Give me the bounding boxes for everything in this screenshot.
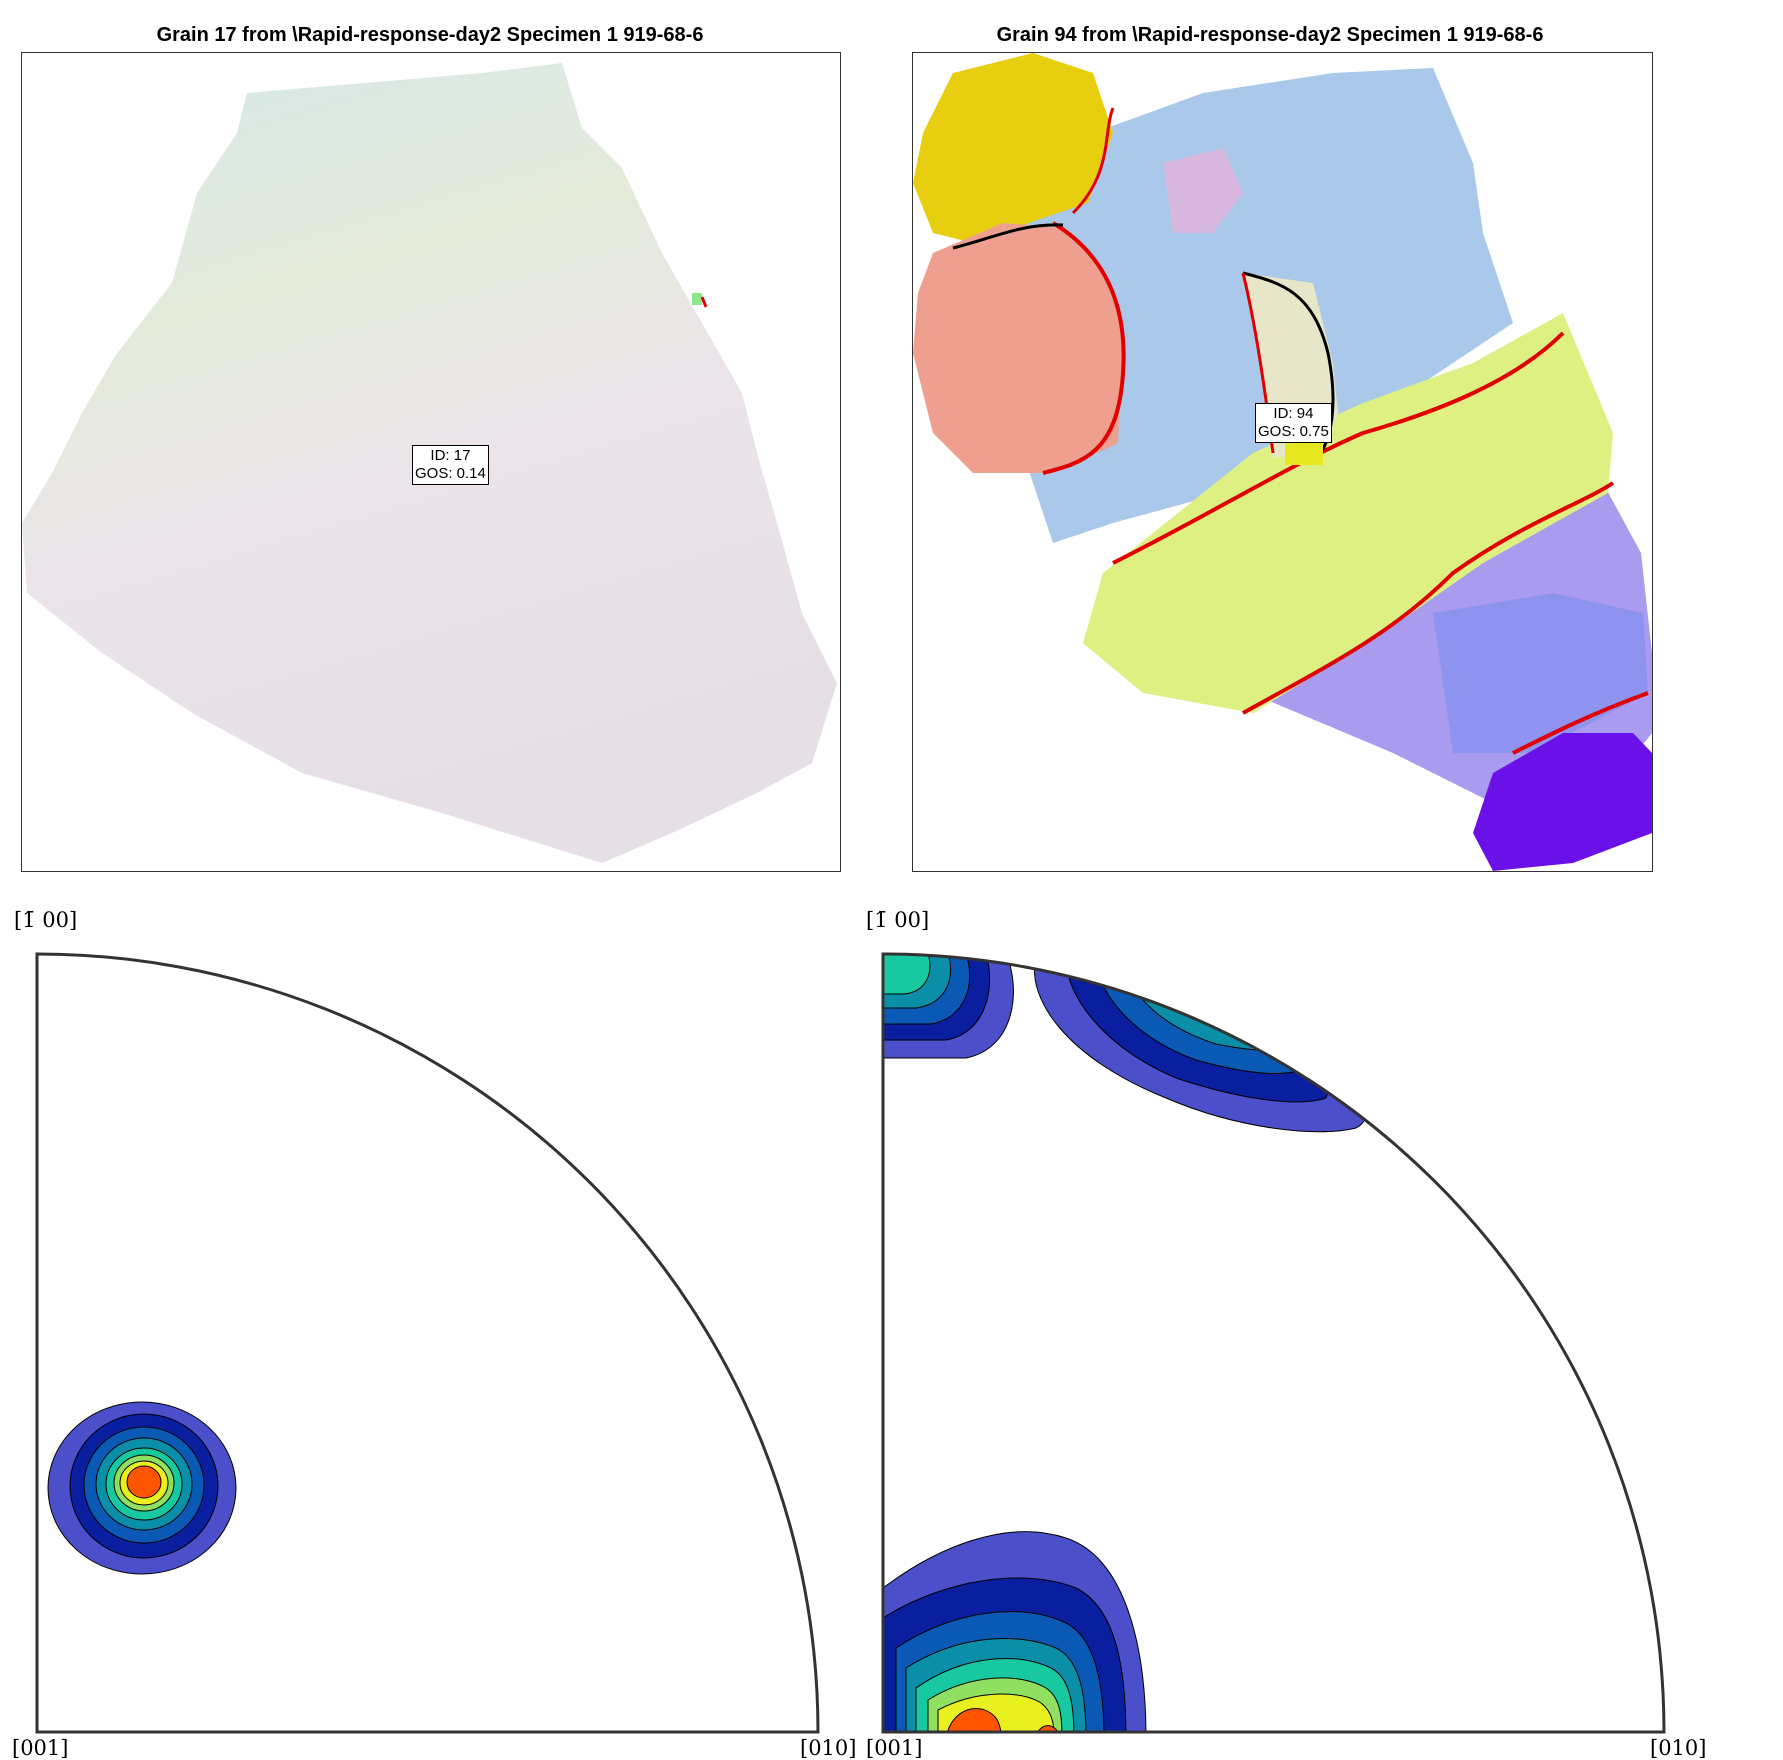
grain-17-label: ID: 17 GOS: 0.14 [412,445,489,485]
left-pf-top-label: [1̄ 00] [14,908,78,932]
grain-yellow [913,53,1113,243]
grain-id-text: ID: 94 [1273,405,1314,422]
left-pf-contours [47,1401,237,1575]
grain-boundary-salmon [1042,221,1126,475]
small-grain-fragment [692,293,702,305]
left-pf-right-label: [010] [800,1736,857,1760]
left-orientation-map: ID: 17 GOS: 0.14 [21,52,841,872]
grain-boundary-low-angle [952,223,1064,250]
right-orientation-map: ID: 94 GOS: 0.75 [912,52,1653,872]
right-pf-sector-outline [881,952,1666,1734]
grain-boundary-lower [1242,481,1615,715]
twin-fragment [1285,443,1323,465]
grain-gos-text: GOS: 0.75 [1258,423,1329,440]
left-pf-sector-outline [35,952,820,1734]
right-map-canvas [913,53,1652,871]
right-pole-figure [881,952,1666,1734]
left-map-title: Grain 17 from \Rapid-response-day2 Speci… [156,24,704,46]
grain-violet [1473,733,1652,871]
contour-level-8 [126,1465,162,1499]
grain-id-text: ID: 17 [430,447,471,464]
grain-yellowgreen-band [1083,313,1613,713]
grain-pink-small [1163,148,1243,233]
grain-salmon [913,223,1123,473]
boundary-segment [700,296,708,308]
grain-boundary-violet [1512,691,1649,755]
grain-boundary-upper [1112,331,1565,565]
right-pf-origin-label: [001] [866,1736,923,1760]
left-pole-figure [35,952,820,1734]
right-pf-right-label: [010] [1650,1736,1707,1760]
grain-boundary-yellow [1071,107,1115,215]
left-pf-origin-label: [001] [12,1736,69,1760]
grain-gos-text: GOS: 0.14 [415,465,486,482]
right-map-title: Grain 94 from \Rapid-response-day2 Speci… [996,24,1544,46]
right-pf-top-label: [1̄ 00] [866,908,930,932]
contour-peak-b-6 [1184,991,1224,1013]
grain-94-label: ID: 94 GOS: 0.75 [1255,403,1332,443]
